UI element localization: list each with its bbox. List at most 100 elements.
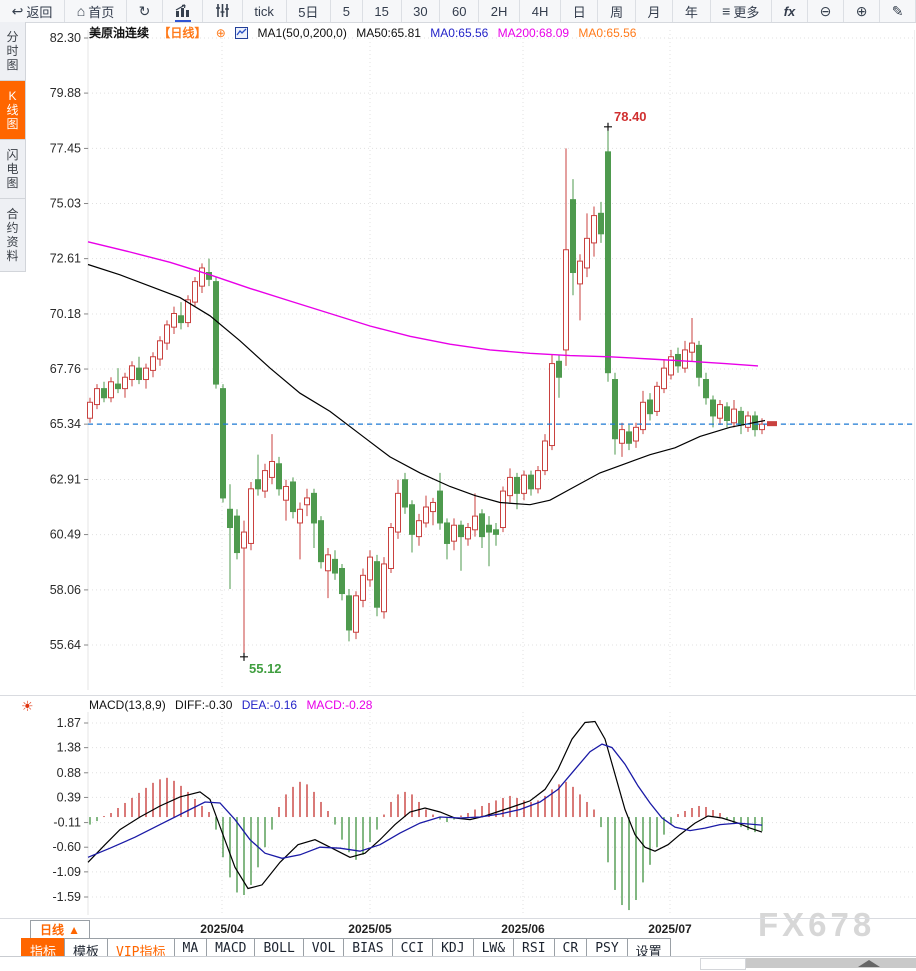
timeframe-week[interactable]: 周 <box>598 0 636 22</box>
timeframe-5[interactable]: 5 <box>331 0 363 22</box>
timeframe-15[interactable]: 15 <box>363 0 402 22</box>
back-button[interactable]: ↩ 返回 <box>0 0 66 22</box>
timeframe-year[interactable]: 年 <box>673 0 711 22</box>
y-axis-label-main: 79.88 <box>50 86 81 100</box>
tick-button[interactable]: tick <box>243 0 287 22</box>
zoom-out-button[interactable]: ⊖ <box>808 0 845 22</box>
period-dropdown-button[interactable]: 日线 ▲ <box>30 920 90 939</box>
macd-dea-line <box>87 743 763 859</box>
ma200-line <box>87 241 759 367</box>
sidebar-item-lightning[interactable]: 闪 电 图 <box>0 140 26 199</box>
ma50-value: MA50:65.81 <box>356 26 421 40</box>
x-axis-labels: 2025/04 2025/05 2025/06 2025/07 <box>0 920 916 938</box>
candlesticks <box>87 126 765 657</box>
y-axis-label-macd: 1.38 <box>57 741 81 755</box>
y-axis-label-main: 67.76 <box>50 362 81 376</box>
more-button[interactable]: ≡ 更多 <box>711 0 773 22</box>
scroll-box <box>700 958 746 970</box>
candlestick-icon <box>215 3 230 19</box>
y-axis-label-main: 70.18 <box>50 307 81 321</box>
x-axis-label: 2025/07 <box>648 922 692 936</box>
ma50-line <box>87 263 766 506</box>
expand-arrow-icon <box>858 960 880 967</box>
period-label: 【日线】 <box>158 26 207 40</box>
timeframe-day-label: 日 <box>572 4 586 20</box>
refresh-icon: ↻ <box>138 3 151 19</box>
y-axis-label-main: 60.49 <box>50 528 81 542</box>
refresh-button[interactable]: ↻ <box>127 0 163 22</box>
macd-dea-value: DEA:-0.16 <box>241 698 298 712</box>
y-axis-label-main: 77.45 <box>50 141 81 155</box>
timeframe-5d[interactable]: 5日 <box>287 0 332 22</box>
y-axis-label-macd: -0.60 <box>53 840 82 854</box>
candlestick-chart-button[interactable] <box>203 0 243 22</box>
menu-icon: ≡ <box>722 3 731 19</box>
home-button[interactable]: ⌂ 首页 <box>65 0 127 22</box>
timeframe-5d-label: 5日 <box>298 4 319 20</box>
timeframe-2h-label: 2H <box>490 3 508 19</box>
top-toolbar: ↩ 返回 ⌂ 首页 ↻ tick 5日 5 15 30 60 2H 4H 日周月年 ≡ 更多 fx ⊖ ⊕ ✎ <box>0 0 916 23</box>
timeframe-30-label: 30 <box>413 3 428 19</box>
home-button-label: 首页 <box>88 4 115 20</box>
ma0-orange-value: MA0:65.56 <box>578 26 637 40</box>
indicator-formula-button-label: fx <box>783 3 796 19</box>
timeframe-5-label: 5 <box>342 3 351 19</box>
low-cross-marker <box>240 652 248 661</box>
y-axis-label-macd: -1.09 <box>53 865 82 879</box>
sidebar-item-timeshare[interactable]: 分 时 图 <box>0 22 26 81</box>
zoom-in-button[interactable]: ⊕ <box>844 0 881 22</box>
more-button-label: 更多 <box>733 4 760 20</box>
high-cross-marker <box>604 122 612 131</box>
timeframe-month-label: 月 <box>647 4 661 20</box>
line-chart-mini-icon[interactable] <box>235 26 249 40</box>
y-axis-label-main: 62.91 <box>50 472 81 486</box>
y-axis-label-main: 75.03 <box>50 197 81 211</box>
bar-chart-button[interactable] <box>163 0 204 22</box>
indicator-settings-sun-icon[interactable]: ☀ <box>21 698 34 714</box>
y-axis-label-macd: -1.59 <box>53 890 82 904</box>
timeframe-day[interactable]: 日 <box>561 0 599 22</box>
timeframe-month[interactable]: 月 <box>636 0 674 22</box>
sidebar-item-contract-info[interactable]: 合 约 资 料 <box>0 199 26 272</box>
last-price-marker <box>767 421 777 427</box>
y-axis-label-macd: 0.88 <box>57 766 81 780</box>
y-axis-label-macd: 0.39 <box>57 790 81 804</box>
macd-diff-line <box>87 720 763 890</box>
indicator-formula-button[interactable]: fx <box>772 0 808 22</box>
timeframe-30[interactable]: 30 <box>402 0 441 22</box>
y-axis-label-main: 58.06 <box>50 583 81 597</box>
bottom-strip <box>0 956 916 970</box>
y-axis-label-main: 72.61 <box>50 252 81 266</box>
tick-button-label: tick <box>254 3 274 19</box>
ma200-value: MA200:68.09 <box>497 26 570 40</box>
add-indicator-icon[interactable]: ⊕ <box>215 26 226 40</box>
ma-settings-label: MA1(50,0,200,0) <box>257 26 347 40</box>
pen-icon: ✎ <box>891 3 904 19</box>
timeframe-4h[interactable]: 4H <box>520 0 562 22</box>
high-price-annotation: 78.40 <box>614 109 647 124</box>
symbol-name: 美原油连续 <box>89 26 150 40</box>
timeframe-60-label: 60 <box>451 3 467 19</box>
panel-expand-bar[interactable] <box>746 958 916 968</box>
sidebar-item-kline[interactable]: K 线 图 <box>0 81 26 140</box>
zoom-out-icon: ⊖ <box>819 3 832 19</box>
y-axis-label-macd: 1.87 <box>57 716 81 730</box>
timeframe-15-label: 15 <box>374 3 389 19</box>
x-axis-label: 2025/05 <box>348 922 392 936</box>
period-dropdown-label: 日线 <box>40 923 65 937</box>
timeframe-60[interactable]: 60 <box>440 0 480 22</box>
timeframe-2h[interactable]: 2H <box>479 0 521 22</box>
macd-macd-value: MACD:-0.28 <box>306 698 373 712</box>
ma0-blue-value: MA0:65.56 <box>430 26 489 40</box>
x-axis-label: 2025/06 <box>501 922 545 936</box>
macd-diff-value: DIFF:-0.30 <box>175 698 233 712</box>
macd-histogram <box>89 777 763 911</box>
draw-button[interactable]: ✎ <box>880 0 916 22</box>
y-axis-label-macd: -0.11 <box>53 816 81 830</box>
y-axis-label-main: 55.64 <box>50 638 81 652</box>
active-charttype-underline <box>174 20 191 22</box>
x-axis-label: 2025/04 <box>200 922 244 936</box>
